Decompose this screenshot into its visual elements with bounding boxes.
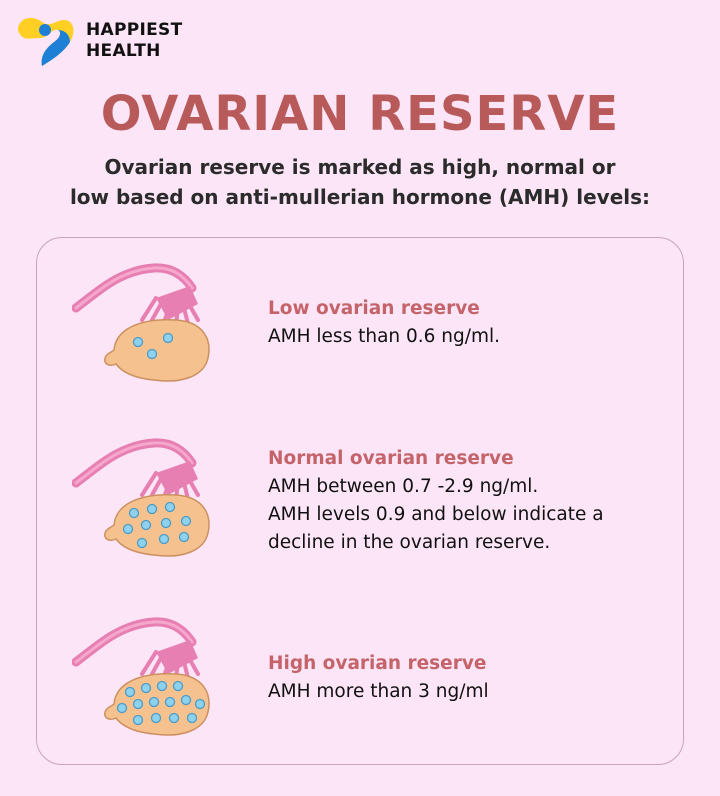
happiest-health-logo-icon: [18, 17, 74, 66]
subtitle-line-1: Ovarian reserve is marked as high, norma…: [104, 155, 616, 179]
reserve-item-low-text: Low ovarian reserve AMH less than 0.6 ng…: [268, 295, 678, 351]
reserve-body-line: AMH more than 3 ng/ml: [268, 681, 489, 702]
ovary-normal-icon: [72, 438, 210, 557]
reserve-body-line: decline in the ovarian reserve.: [268, 532, 551, 553]
reserve-item-high-text: High ovarian reserve AMH more than 3 ng/…: [268, 650, 678, 706]
reserve-body-line: AMH less than 0.6 ng/ml.: [268, 326, 501, 347]
subtitle-line-2: low based on anti-mullerian hormone (AMH…: [69, 185, 651, 209]
brand-line-2: HEALTH: [86, 41, 161, 61]
reserve-body-line: AMH between 0.7 -2.9 ng/ml.: [268, 476, 539, 497]
reserve-heading: High ovarian reserve: [268, 653, 487, 674]
brand-line-1: HAPPIEST: [86, 20, 183, 40]
page-subtitle: Ovarian reserve is marked as high, norma…: [40, 152, 680, 212]
reserve-body-line: AMH levels 0.9 and below indicate a: [268, 504, 604, 525]
ovary-high-icon: [72, 617, 210, 736]
brand-logo: HAPPIEST HEALTH: [12, 12, 182, 70]
content-card: [36, 237, 684, 765]
reserve-heading: Normal ovarian reserve: [268, 448, 514, 469]
page-title: OVARIAN RESERVE: [100, 86, 620, 142]
reserve-item-normal-text: Normal ovarian reserve AMH between 0.7 -…: [268, 445, 678, 557]
ovary-low-icon: [72, 263, 210, 382]
reserve-heading: Low ovarian reserve: [268, 298, 480, 319]
